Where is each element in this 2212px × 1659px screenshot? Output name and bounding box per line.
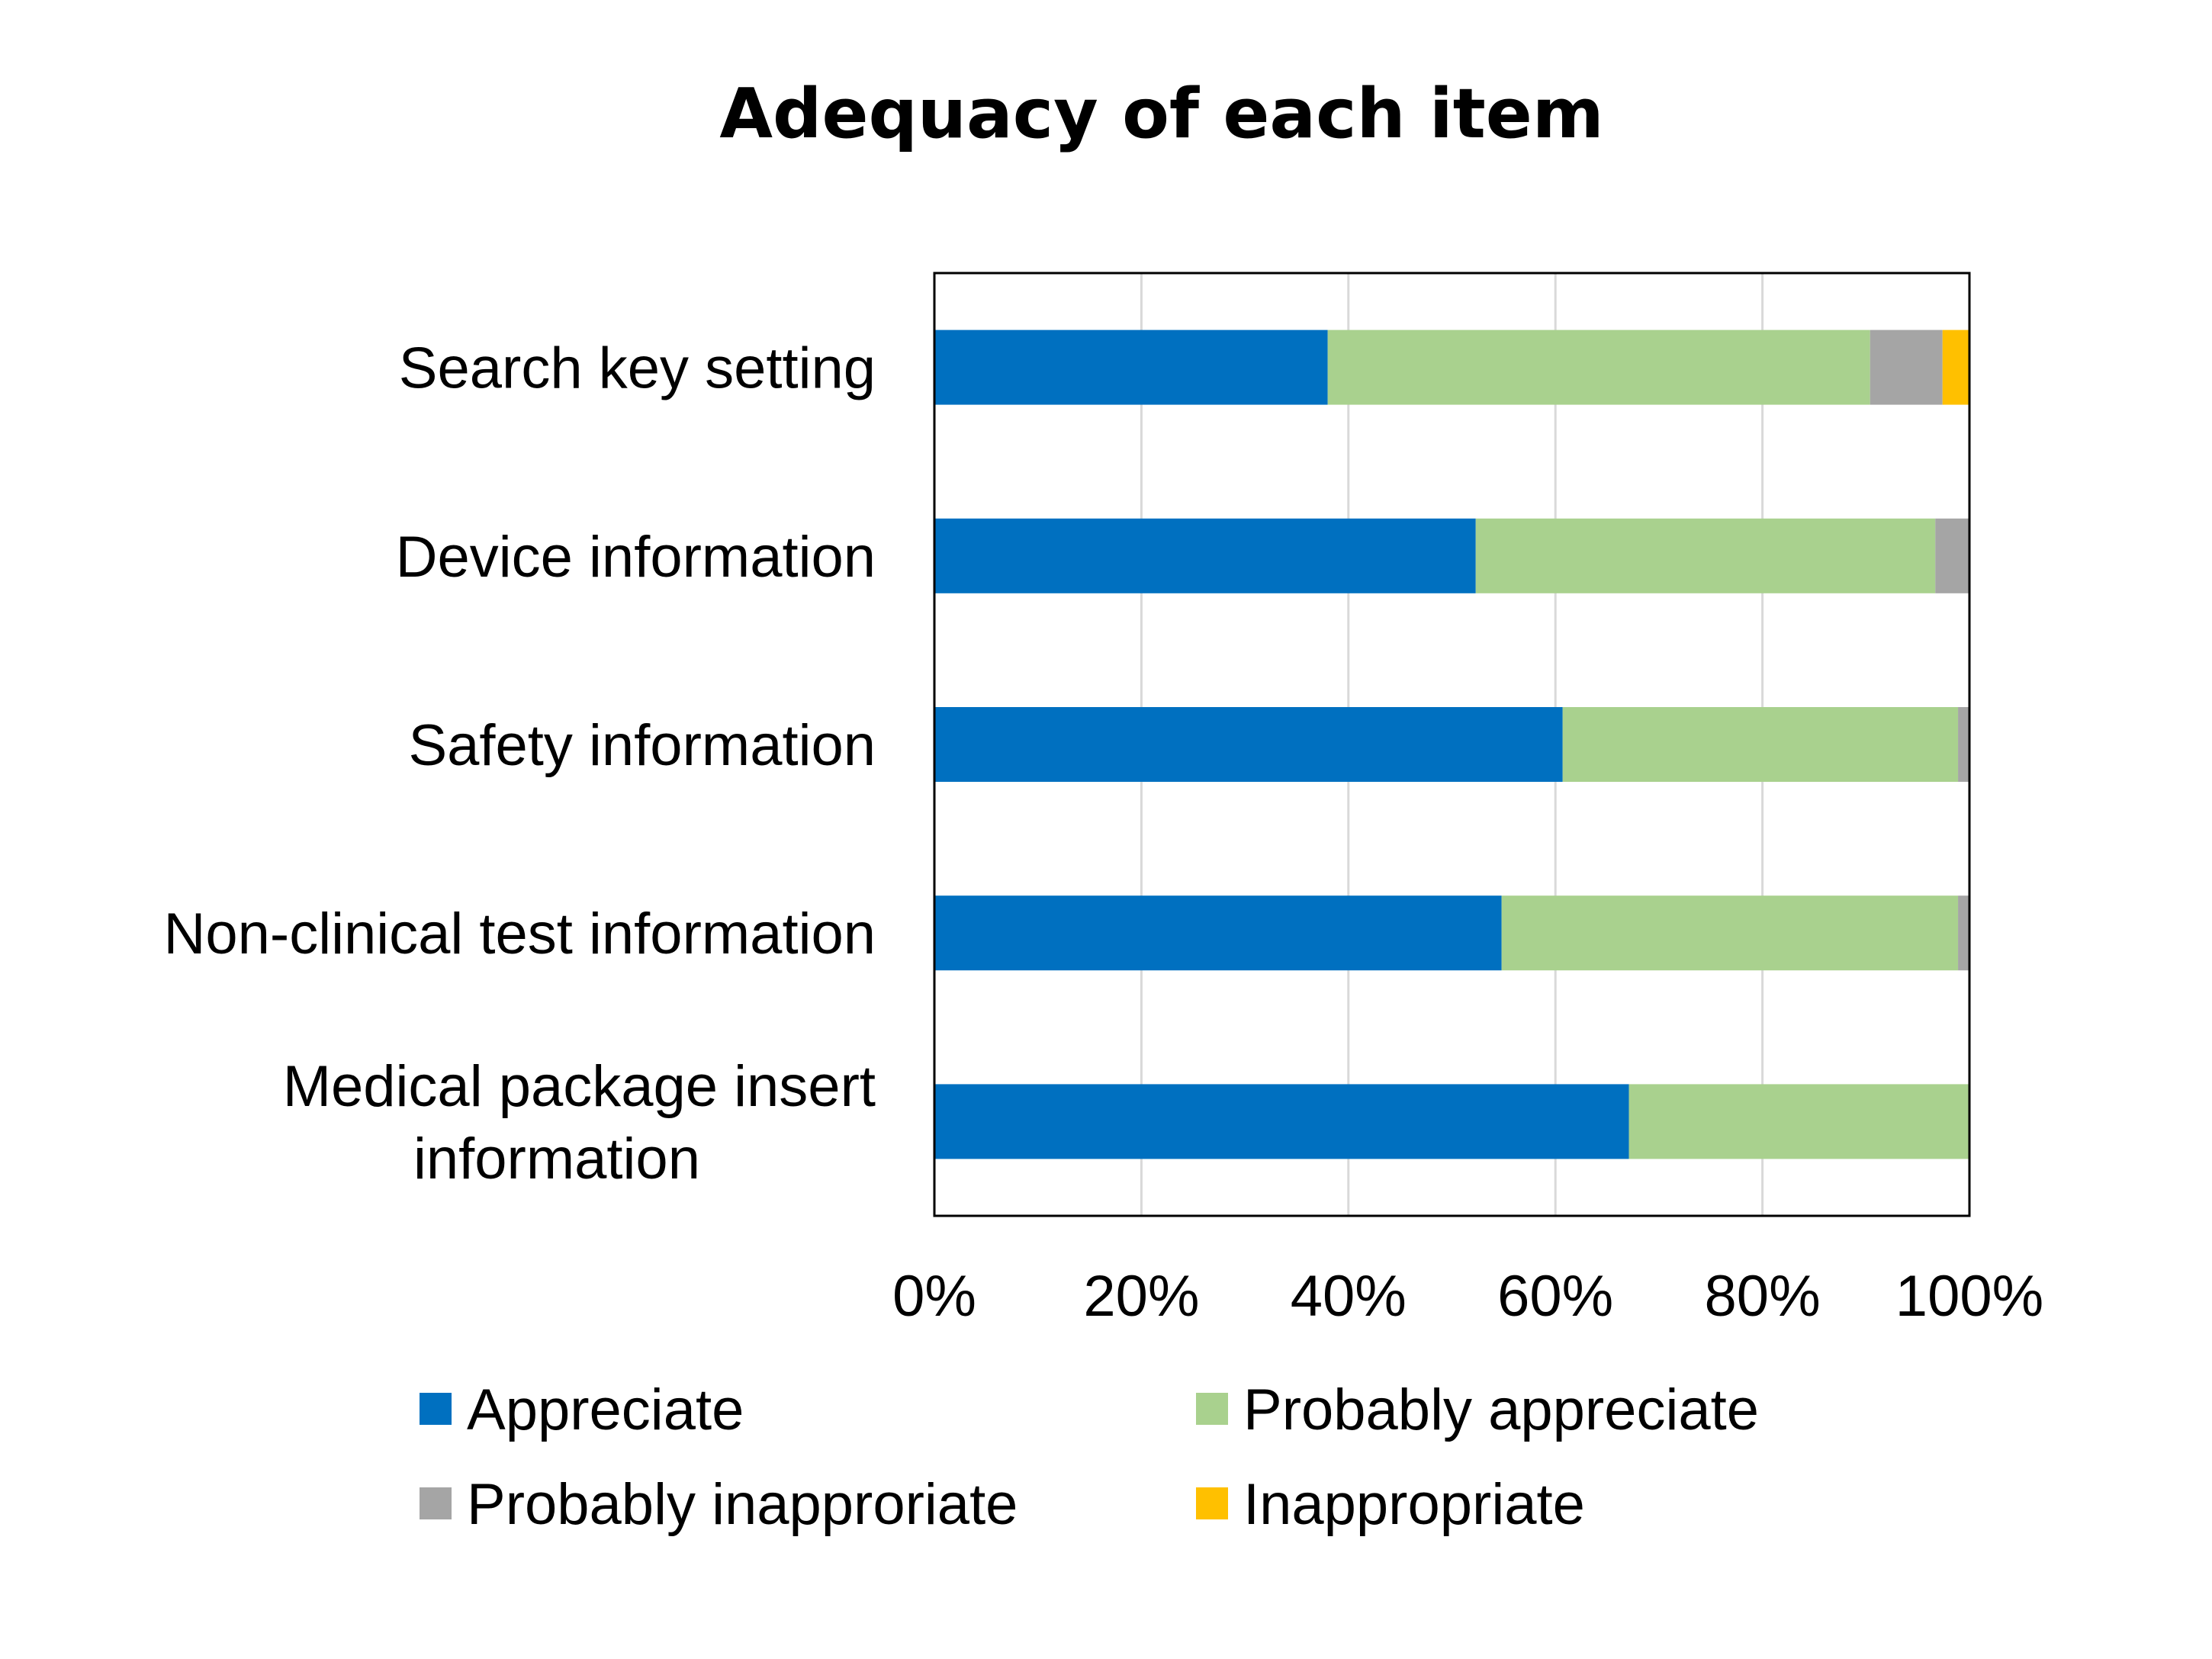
- legend-label: Probably inapproriate: [467, 1472, 1018, 1537]
- legend: Appreciate Probably appreciate Probably in…: [420, 1378, 1759, 1537]
- category-label: Medical package insert information: [283, 1054, 876, 1191]
- x-tick-labels: 0% 20% 40% 60% 80% 100%: [892, 1264, 2043, 1329]
- legend-label: Appreciate: [467, 1378, 744, 1442]
- legend-label: Probably appreciate: [1243, 1378, 1759, 1442]
- bar-segment: [934, 895, 1502, 971]
- legend-swatch: [1196, 1487, 1228, 1519]
- bar-segment: [1501, 895, 1959, 971]
- bars: [934, 330, 1969, 1159]
- x-tick-label: 20%: [1083, 1264, 1199, 1329]
- x-tick-label: 60%: [1497, 1264, 1613, 1329]
- x-tick-label: 0%: [892, 1264, 976, 1329]
- legend-label: Inappropriate: [1243, 1472, 1585, 1537]
- bar-segment: [1628, 1084, 1969, 1159]
- chart-title: Adequacy of each item: [719, 74, 1603, 154]
- x-tick-label: 80%: [1705, 1264, 1821, 1329]
- bar-segment: [1327, 330, 1870, 405]
- bar-segment: [1958, 707, 1969, 782]
- category-label: Device information: [396, 525, 876, 590]
- legend-swatch: [1196, 1393, 1228, 1425]
- bar-segment: [1942, 330, 1969, 405]
- category-label: Safety information: [408, 713, 876, 778]
- bar-segment: [934, 707, 1563, 782]
- bar-segment: [934, 518, 1476, 593]
- category-label: Search key setting: [399, 336, 876, 401]
- bar-segment: [1562, 707, 1959, 782]
- category-label: Non-clinical test information: [164, 902, 876, 966]
- bar-segment: [934, 330, 1328, 405]
- plot-area-frame: [933, 272, 1971, 1217]
- legend-swatch: [420, 1393, 452, 1425]
- x-tick-label: 40%: [1291, 1264, 1407, 1329]
- bar-segment: [1475, 518, 1936, 593]
- bar-segment: [1935, 518, 1969, 593]
- x-tick-label: 100%: [1895, 1264, 2043, 1329]
- bar-segment: [1958, 895, 1969, 971]
- bar-segment: [1870, 330, 1943, 405]
- legend-swatch: [420, 1487, 452, 1519]
- category-labels: Search key setting Device information Safe…: [164, 336, 876, 1191]
- bar-segment: [934, 1084, 1629, 1159]
